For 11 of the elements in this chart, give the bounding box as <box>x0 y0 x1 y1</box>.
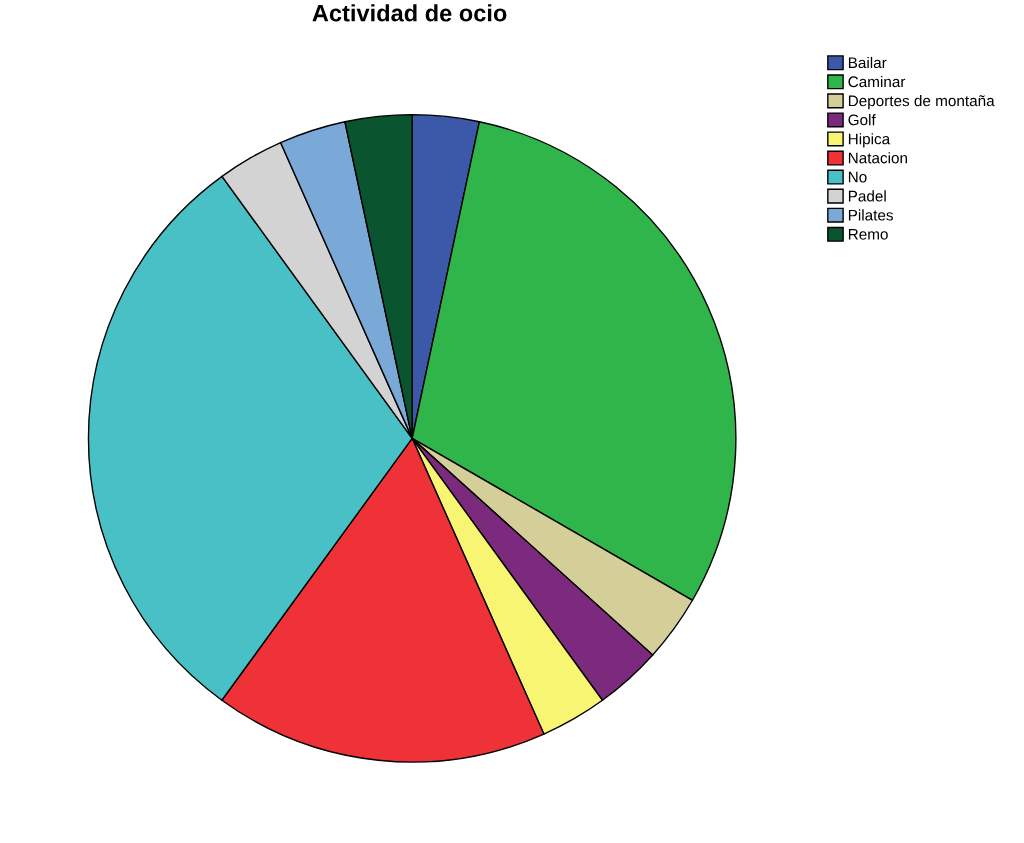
legend-label: Bailar <box>848 56 887 69</box>
legend-label: Caminar <box>848 75 906 88</box>
legend-label: Pilates <box>848 209 893 221</box>
legend-label: Natacion <box>848 152 907 164</box>
legend-label: Golf <box>848 114 876 126</box>
legend-label: Remo <box>848 228 888 240</box>
legend-label: Padel <box>848 190 886 202</box>
chart-title: Actividad de ocio <box>312 4 507 22</box>
legend-label: Hipica <box>848 133 891 148</box>
legend-label: No <box>848 171 867 183</box>
legend-label: Deportes de montaña <box>848 95 995 110</box>
